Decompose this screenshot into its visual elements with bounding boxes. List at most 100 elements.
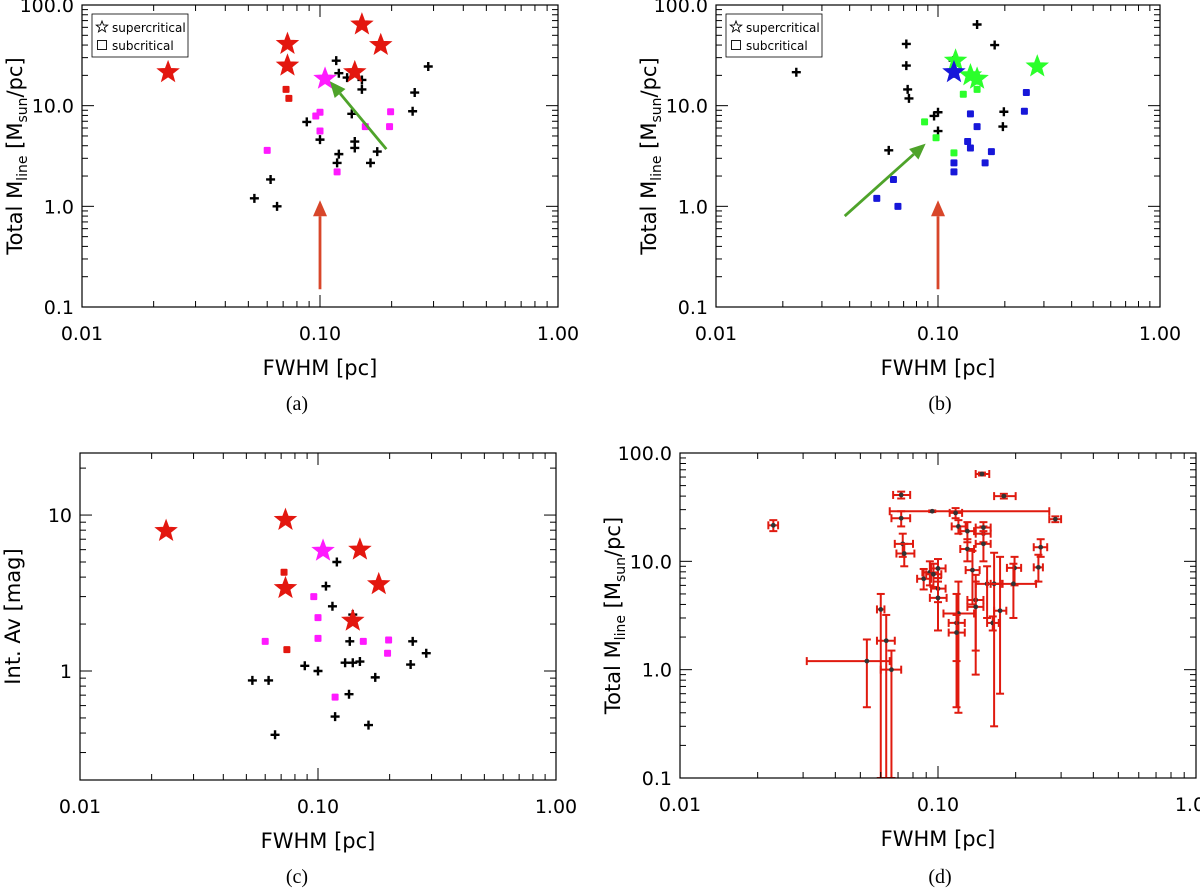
- y-axis-label-text: Total M: [601, 640, 625, 715]
- y-tick-label: 0.1: [642, 768, 672, 790]
- y-axis-label-text: Int. Av [mag]: [1, 548, 25, 684]
- point-star: [311, 538, 335, 561]
- panel-a: 0.01 0.10 1.00 0.1 1.0 10.0 100.0 FWHM [pc] Tota…: [3, 0, 579, 415]
- data-point: [1052, 516, 1058, 522]
- point-square: [966, 110, 974, 118]
- panel-d: 0.01 0.10 1.00 0.1 1.0 10.0 100.0 FWHM [pc] Tota…: [601, 443, 1200, 888]
- arrow-shaft: [843, 153, 915, 218]
- series-magenta-star: [311, 538, 335, 561]
- y-tick-label: 1.0: [44, 196, 74, 218]
- y-axis-label-text: Total M: [3, 181, 27, 256]
- series-magenta-star: [313, 66, 337, 89]
- point-cross: [972, 20, 982, 30]
- point-star: [273, 575, 298, 599]
- point-square: [331, 693, 339, 701]
- y-axis-label: Total Mline [Msun/pc]: [637, 57, 665, 255]
- arrow-head: [931, 200, 945, 217]
- point-cross: [300, 661, 310, 671]
- legend-label: supercritical: [112, 21, 186, 35]
- point-cross: [901, 61, 911, 71]
- y-axis-label-sub: sun: [649, 98, 665, 123]
- point-cross: [345, 636, 355, 646]
- y-axis-label-text: Total M: [637, 181, 661, 256]
- legend-star-icon: [95, 19, 109, 33]
- x-tick-label: 0.10: [297, 796, 339, 818]
- point-cross: [408, 106, 418, 116]
- point-square: [384, 649, 392, 657]
- point-star: [343, 59, 367, 83]
- point-star: [313, 66, 337, 89]
- point-square: [283, 646, 291, 654]
- legend-box: [91, 13, 189, 58]
- y-axis-label-sub: line: [15, 156, 31, 181]
- point-cross: [332, 557, 342, 567]
- data-point: [931, 571, 936, 577]
- y-axis-label-sub: sun: [15, 98, 31, 123]
- data-point: [979, 471, 985, 477]
- data-point: [1001, 493, 1007, 499]
- point-square: [894, 202, 902, 210]
- x-tick-label: 1.00: [1175, 794, 1200, 816]
- x-tick-label: 0.10: [917, 794, 959, 816]
- series-magenta-squares: [263, 108, 395, 176]
- data-layer: [767, 469, 1063, 778]
- point-cross: [350, 143, 360, 153]
- y-axis-label-text: [M: [601, 582, 625, 615]
- legend-square-icon: [97, 40, 107, 50]
- y-axis-label-text: /pc]: [637, 57, 661, 97]
- y-tick-label: 0.1: [44, 297, 74, 319]
- point-cross: [903, 84, 913, 94]
- point-star: [367, 571, 391, 595]
- data-layer: [154, 507, 431, 740]
- series-magenta-squares: [261, 593, 393, 701]
- point-star: [275, 31, 300, 54]
- point-square: [316, 108, 324, 116]
- data-point: [981, 541, 986, 547]
- point-square: [921, 118, 929, 126]
- point-square: [987, 148, 995, 156]
- point-cross: [344, 689, 354, 699]
- y-tick-label: 10.0: [32, 96, 74, 118]
- point-square: [310, 593, 318, 601]
- point-cross: [355, 657, 365, 667]
- x-tick-label: 0.01: [61, 323, 103, 345]
- data-point: [973, 604, 979, 610]
- x-tick-label: 1.00: [535, 796, 577, 818]
- point-star: [965, 66, 989, 89]
- point-cross: [357, 84, 367, 94]
- point-cross: [999, 107, 1009, 117]
- legend-box: [725, 13, 823, 58]
- data-point: [997, 608, 1003, 614]
- x-tick-label: 0.10: [299, 323, 341, 345]
- y-tick-label: 10.0: [666, 96, 708, 118]
- series-black-crosses: [249, 56, 433, 211]
- legend-star-icon: [729, 19, 743, 33]
- y-tick-label: 10.0: [630, 551, 672, 573]
- point-cross: [249, 193, 259, 203]
- x-tick-label: 0.01: [59, 796, 101, 818]
- x-axis-label: FWHM [pc]: [263, 356, 378, 380]
- point-star: [156, 59, 180, 83]
- data-layer: [156, 12, 433, 290]
- data-point: [935, 595, 941, 601]
- point-star: [350, 12, 374, 35]
- x-axis-label: FWHM [pc]: [881, 827, 996, 851]
- y-axis-label-text: [M: [3, 123, 27, 156]
- y-tick-label: 1.0: [642, 660, 672, 682]
- point-cross: [321, 581, 331, 591]
- y-tick-label: 0.1: [678, 297, 708, 319]
- data-point: [898, 515, 904, 521]
- point-square: [932, 134, 940, 142]
- point-square: [966, 144, 974, 152]
- series-red-squares: [280, 568, 291, 654]
- x-tick-label: 0.01: [695, 323, 737, 345]
- point-cross: [313, 666, 323, 676]
- point-star: [369, 32, 393, 56]
- data-point: [1011, 581, 1016, 587]
- point-cross: [327, 601, 337, 611]
- point-cross: [270, 730, 280, 740]
- point-cross: [366, 158, 376, 168]
- point-cross: [933, 107, 943, 117]
- legend-label: subcritical: [112, 39, 174, 53]
- arrow-shaft: [339, 92, 388, 151]
